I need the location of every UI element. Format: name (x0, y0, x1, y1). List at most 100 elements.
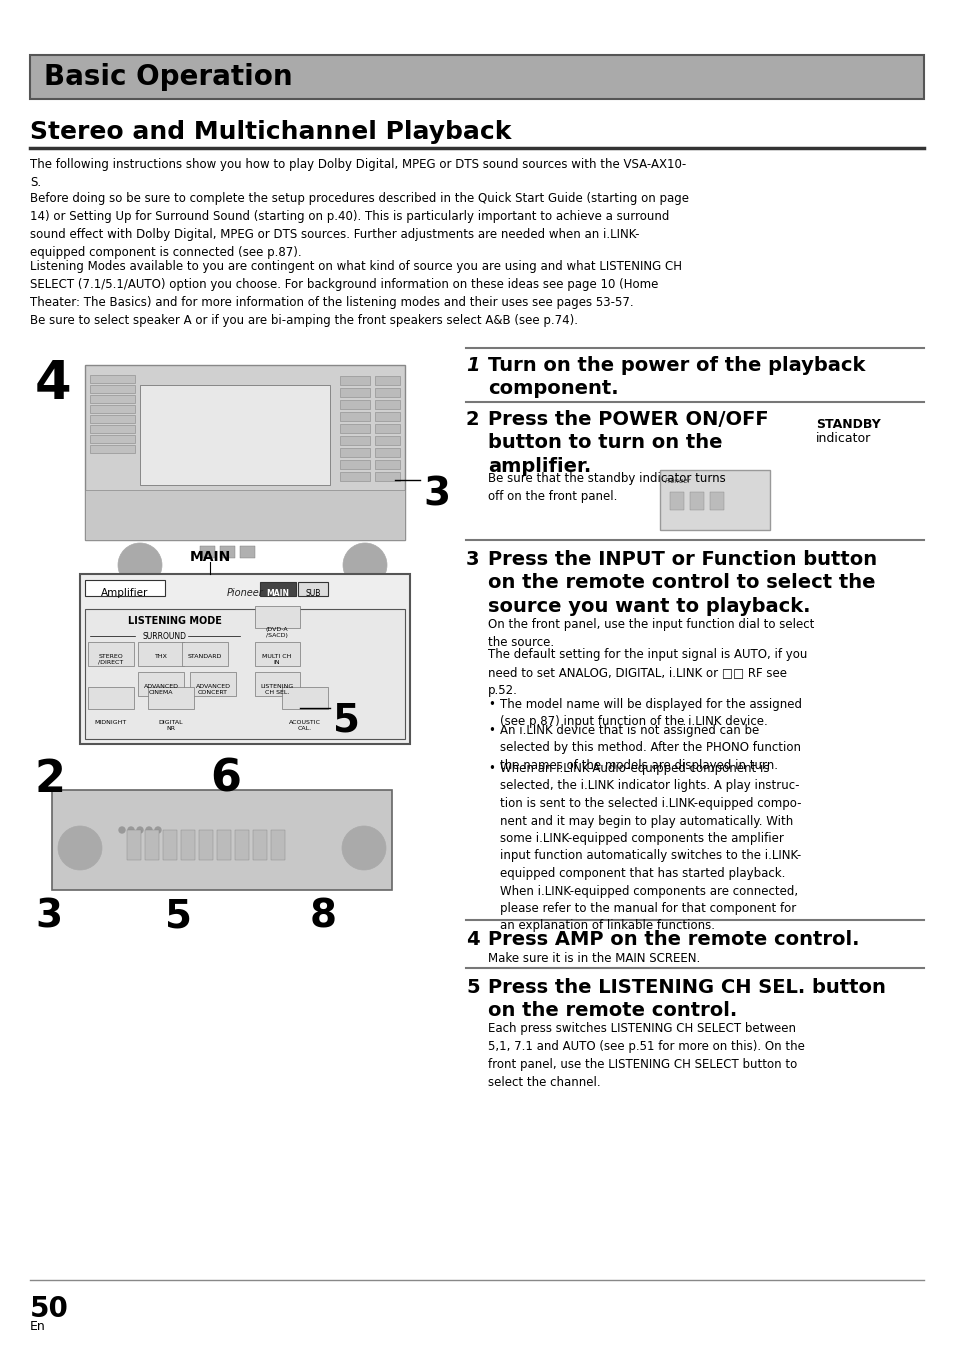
Bar (90, 395, 135, 403)
Text: Turn on the power of the playback
component.: Turn on the power of the playback compon… (488, 356, 864, 399)
Circle shape (118, 543, 162, 586)
Text: 3: 3 (35, 898, 62, 936)
Text: STANDARD: STANDARD (188, 654, 222, 659)
Text: SUB: SUB (305, 589, 320, 599)
Text: SURROUND: SURROUND (143, 632, 187, 642)
Text: Pioneer: Pioneer (664, 479, 691, 484)
Text: Basic Operation: Basic Operation (44, 63, 293, 92)
Bar (375, 412, 399, 421)
Bar (240, 546, 254, 558)
Text: MIDNIGHT: MIDNIGHT (94, 720, 127, 725)
Bar (90, 425, 135, 433)
Text: 4: 4 (35, 359, 71, 410)
Text: Press the INPUT or Function button
on the remote control to select the
source yo: Press the INPUT or Function button on th… (488, 550, 876, 616)
Text: Be sure that the standby indicator turns
off on the front panel.: Be sure that the standby indicator turns… (488, 472, 725, 503)
Bar (163, 830, 177, 860)
Text: On the front panel, use the input function dial to select
the source.: On the front panel, use the input functi… (488, 617, 814, 648)
Bar (90, 445, 135, 453)
Text: Press AMP on the remote control.: Press AMP on the remote control. (488, 930, 859, 949)
Text: The default setting for the input signal is AUTO, if you
need to set ANALOG, DIG: The default setting for the input signal… (488, 648, 806, 697)
Bar (669, 492, 683, 510)
Text: When an i.LINK-Audio-equipped component is
selected, the i.LINK indicator lights: When an i.LINK-Audio-equipped component … (499, 762, 801, 933)
Bar (90, 375, 135, 383)
Text: Press the POWER ON/OFF
button to turn on the
amplifier.: Press the POWER ON/OFF button to turn on… (488, 410, 768, 476)
Circle shape (341, 826, 386, 869)
Bar (127, 830, 141, 860)
Bar (339, 435, 370, 445)
Bar (375, 425, 399, 433)
Circle shape (137, 828, 143, 833)
Bar (148, 687, 193, 709)
Bar (80, 574, 410, 744)
Text: ADVANCED
CINEMA: ADVANCED CINEMA (143, 683, 178, 694)
Text: STEREO
/DIRECT: STEREO /DIRECT (98, 654, 124, 665)
Text: Pioneer: Pioneer (227, 588, 263, 599)
Bar (199, 830, 213, 860)
Text: •: • (488, 724, 495, 737)
Text: 2: 2 (35, 758, 66, 801)
Text: MAIN: MAIN (190, 550, 231, 563)
Bar (297, 582, 328, 596)
Text: Press the LISTENING CH SEL. button
on the remote control.: Press the LISTENING CH SEL. button on th… (488, 979, 885, 1020)
Circle shape (128, 828, 133, 833)
Bar (260, 582, 295, 596)
Circle shape (146, 828, 152, 833)
Text: 3: 3 (465, 550, 479, 569)
Bar (271, 830, 285, 860)
Text: MAIN: MAIN (266, 589, 289, 599)
Bar (709, 492, 723, 510)
Text: 5: 5 (465, 979, 479, 998)
Text: DIGITAL
NR: DIGITAL NR (158, 720, 183, 731)
Text: Stereo and Multichannel Playback: Stereo and Multichannel Playback (30, 120, 511, 144)
Bar (253, 830, 267, 860)
Circle shape (119, 828, 125, 833)
Text: indicator: indicator (815, 431, 870, 445)
Text: 8: 8 (310, 898, 336, 936)
Text: Make sure it is in the MAIN SCREEN.: Make sure it is in the MAIN SCREEN. (488, 952, 700, 965)
Text: Each press switches LISTENING CH SELECT between
5,1, 7.1 and AUTO (see p.51 for : Each press switches LISTENING CH SELECT … (488, 1022, 804, 1089)
Bar (200, 546, 214, 558)
Bar (140, 386, 330, 485)
Bar (375, 400, 399, 408)
Bar (30, 55, 923, 98)
Bar (254, 642, 299, 666)
Text: (DVD-A
/SACD): (DVD-A /SACD) (265, 627, 288, 638)
Text: •: • (488, 762, 495, 775)
Bar (689, 492, 703, 510)
Text: Listening Modes available to you are contingent on what kind of source you are u: Listening Modes available to you are con… (30, 260, 681, 309)
Bar (659, 470, 769, 530)
Bar (339, 388, 370, 398)
Bar (88, 687, 133, 709)
Bar (339, 400, 370, 408)
Circle shape (154, 828, 161, 833)
Bar (85, 491, 405, 541)
Bar (375, 376, 399, 386)
Bar (339, 376, 370, 386)
Bar (220, 546, 234, 558)
Text: 5: 5 (165, 898, 192, 936)
Bar (234, 830, 249, 860)
Text: MULTI CH
IN: MULTI CH IN (262, 654, 292, 665)
Bar (90, 386, 135, 394)
Bar (52, 790, 392, 890)
Text: Amplifier: Amplifier (101, 588, 149, 599)
Bar (190, 673, 235, 696)
Bar (375, 435, 399, 445)
Bar (145, 830, 159, 860)
Bar (216, 830, 231, 860)
Circle shape (343, 543, 387, 586)
Text: LISTENING MODE: LISTENING MODE (128, 616, 222, 625)
Text: 3: 3 (422, 474, 450, 514)
Text: 4: 4 (465, 930, 479, 949)
Text: En: En (30, 1320, 46, 1333)
Text: 2: 2 (465, 410, 479, 429)
Bar (375, 460, 399, 469)
Bar (181, 830, 194, 860)
Text: LISTENING
CH SEL.: LISTENING CH SEL. (260, 683, 294, 694)
Bar (90, 435, 135, 443)
Bar (339, 425, 370, 433)
Bar (90, 404, 135, 412)
Bar (254, 607, 299, 628)
Bar (375, 388, 399, 398)
Text: An i.LINK device that is not assigned can be
selected by this method. After the : An i.LINK device that is not assigned ca… (499, 724, 801, 772)
